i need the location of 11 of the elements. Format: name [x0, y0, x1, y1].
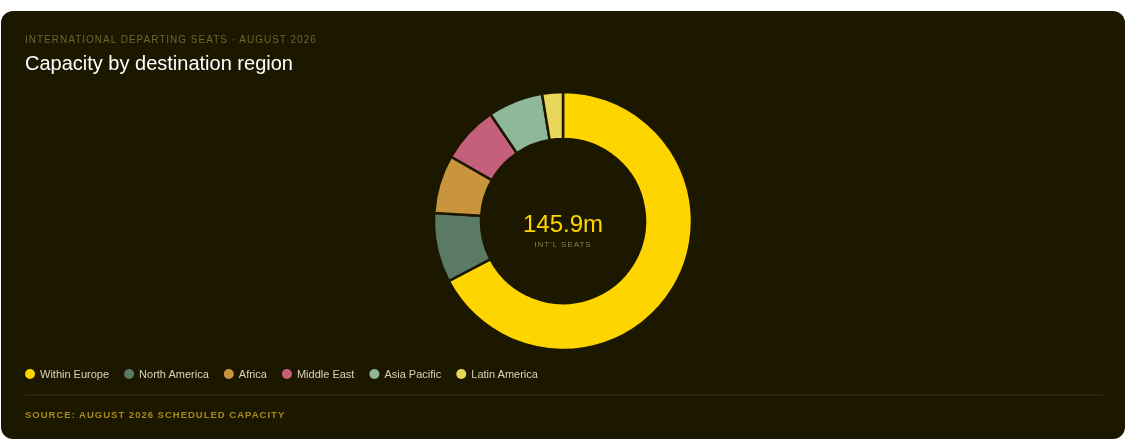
legend-label: Asia Pacific: [384, 368, 442, 380]
source-note: SOURCE: AUGUST 2026 SCHEDULED CAPACITY: [25, 409, 286, 420]
legend-label: North America: [139, 368, 210, 380]
text: 145.9m: [522, 210, 604, 237]
legend-label: Middle East: [296, 368, 355, 380]
legend-label: Africa: [238, 368, 268, 380]
chart-title: Capacity by destination region: [25, 52, 293, 74]
chart-subtitle: INTERNATIONAL DEPARTING SEATS · AUGUST 2026: [25, 34, 317, 45]
legend-label: Within Europe: [40, 368, 110, 380]
text: INT'L SEATS: [534, 240, 592, 249]
legend-label: Latin America: [471, 368, 539, 380]
